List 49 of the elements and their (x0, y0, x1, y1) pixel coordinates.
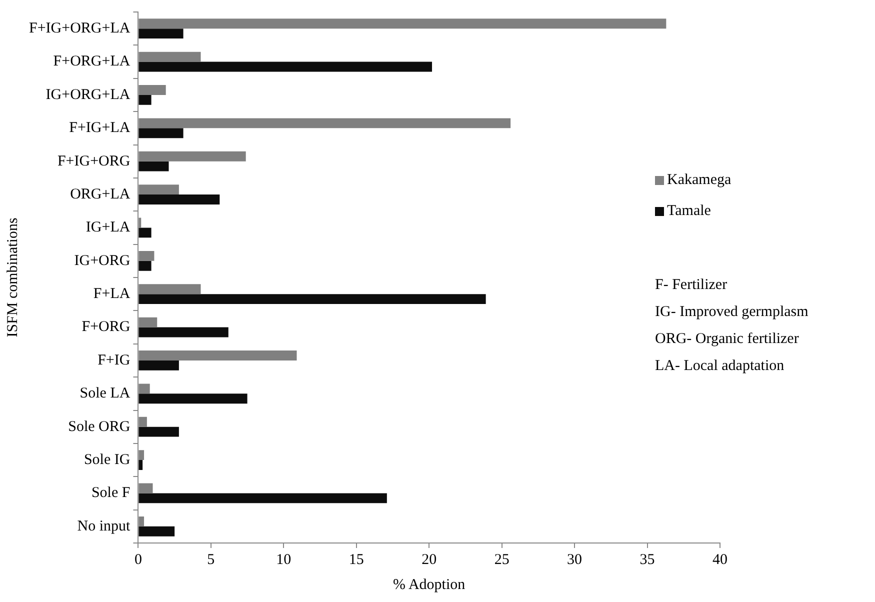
x-tick-label: 25 (494, 552, 510, 568)
y-tick-label: Sole IG (84, 452, 130, 468)
x-tick-label: 30 (567, 552, 582, 568)
y-tick-label: F+ORG+LA (53, 54, 130, 70)
y-tick-label: F+ORG (82, 319, 130, 336)
bar (138, 327, 228, 338)
bar (138, 161, 169, 172)
bar (138, 94, 152, 105)
y-tick-label: F+LA (93, 286, 130, 302)
bar (138, 526, 175, 536)
bar (138, 228, 152, 238)
bar (138, 394, 248, 404)
annotation: IG- Improved germplasm (655, 304, 808, 321)
y-tick-label: F+IG+ORG (57, 153, 130, 170)
bar (138, 294, 486, 304)
bar (138, 128, 184, 138)
x-tick-label: 40 (712, 552, 728, 568)
x-tick-label: 5 (207, 552, 215, 568)
y-tick-label: Sole ORG (68, 418, 130, 435)
bar (138, 194, 220, 204)
legend-label: Kakamega (666, 172, 732, 189)
y-axis-title: ISFM combinations (4, 218, 21, 338)
annotation: F- Fertilizer (655, 277, 728, 294)
annotation: ORG- Organic fertilizer (655, 331, 800, 348)
y-tick-label: F+IG (98, 352, 130, 368)
y-tick-label: IG+ORG (74, 252, 130, 269)
bar (138, 260, 152, 271)
bar (138, 426, 179, 437)
x-tick-label: 0 (134, 552, 142, 568)
annotation: LA- Local adaptation (655, 358, 786, 375)
y-tick-label: IG+ORG+LA (46, 86, 130, 103)
y-tick-label: Sole F (91, 485, 130, 502)
x-tick-label: 35 (640, 552, 655, 568)
y-tick-label: Sole LA (80, 386, 130, 402)
bar (138, 360, 179, 370)
bar (138, 28, 184, 39)
x-tick-label: 10 (276, 552, 292, 568)
y-tick-label: F+IG+LA (69, 120, 130, 136)
x-axis-title: % Adoption (393, 576, 466, 593)
x-tick-label: 20 (422, 552, 437, 568)
y-tick-label: ORG+LA (70, 186, 130, 202)
legend-label: Tamale (666, 203, 712, 220)
bar (138, 460, 143, 470)
bar (138, 62, 432, 72)
y-tick-label: IG+LA (86, 220, 130, 236)
y-tick-label: No input (77, 518, 132, 534)
bar (138, 493, 387, 504)
y-tick-label: F+IG+ORG+LA (28, 20, 130, 37)
x-tick-label: 15 (348, 552, 364, 568)
